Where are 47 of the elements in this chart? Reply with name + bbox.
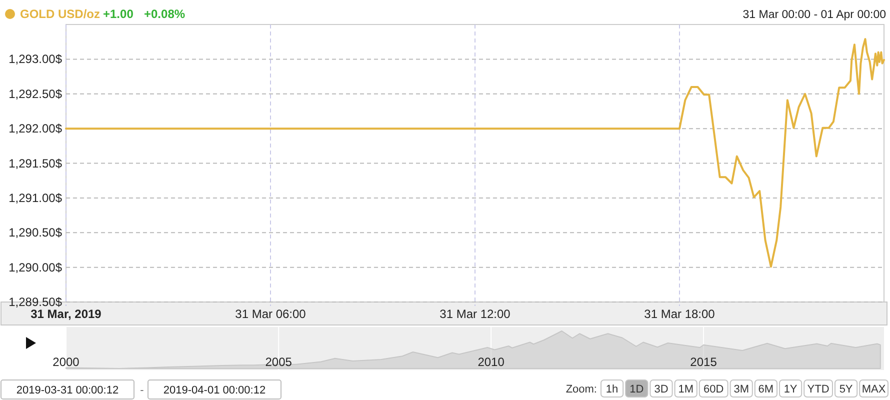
button: 1Y: [779, 380, 802, 398]
button: MAX: [859, 380, 888, 398]
button: 60D: [698, 380, 728, 398]
x-tick-label: 2005: [265, 355, 292, 369]
category-label: 1h: [606, 384, 618, 396]
text-field: 2019-04-01 00:00:12: [148, 380, 282, 400]
text: +0.08%: [144, 7, 186, 21]
x-tick-label: 2000: [52, 355, 80, 369]
category-label: 1M: [678, 384, 694, 396]
button: 6M: [754, 380, 778, 398]
x-tick-label: 31 Mar, 2019: [30, 307, 102, 321]
legend-label: GOLD USD/oz: [20, 7, 100, 21]
y-tick-label: 1,290.00$: [8, 260, 62, 274]
category-label: 1D: [630, 384, 644, 396]
y-tick-label: 1,290.50$: [8, 226, 62, 240]
chart-subtitle: 31 Mar 00:00 - 01 Apr 00:00: [742, 9, 886, 21]
y-tick-label: 1,292.00$: [8, 122, 62, 136]
text: -: [140, 384, 144, 396]
category-label: 3M: [734, 384, 749, 396]
text-field: 2019-03-31 00:00:12: [0, 380, 134, 400]
y-tick-label: 1,292.50$: [8, 86, 62, 101]
button: 1M: [674, 380, 698, 398]
y-tick-label: 1,291.00$: [8, 190, 62, 205]
text: +1.00: [103, 7, 134, 21]
category-label: 60D: [704, 384, 724, 396]
x-tick-label: 2010: [478, 355, 505, 369]
category-label: 5Y: [839, 384, 854, 396]
category-label: 3D: [654, 384, 668, 396]
category-label: 6M: [758, 384, 774, 396]
x-tick-label: 2015: [690, 355, 718, 369]
button: 1D: [625, 380, 648, 398]
category-label: MAX: [862, 384, 886, 396]
x-tick-label: 31 Mar 18:00: [644, 307, 716, 321]
x-tick-label: 31 Mar 12:00: [440, 307, 511, 321]
button: 3D: [650, 380, 673, 398]
text: Zoom:: [566, 384, 597, 396]
button: 1h: [600, 380, 624, 398]
line-series: [65, 38, 885, 268]
y-tick-label: 1,293.00$: [8, 52, 62, 66]
button: 5Y: [834, 380, 858, 398]
category-label: 1Y: [784, 384, 798, 396]
category-label: YTD: [807, 384, 830, 396]
y-tick-label: 1,291.50$: [8, 156, 62, 170]
y-tick-label: 1,289.50$: [8, 295, 62, 309]
x-tick-label: 31 Mar 06:00: [235, 307, 306, 321]
button: YTD: [804, 380, 833, 398]
button: 3M: [730, 380, 753, 398]
